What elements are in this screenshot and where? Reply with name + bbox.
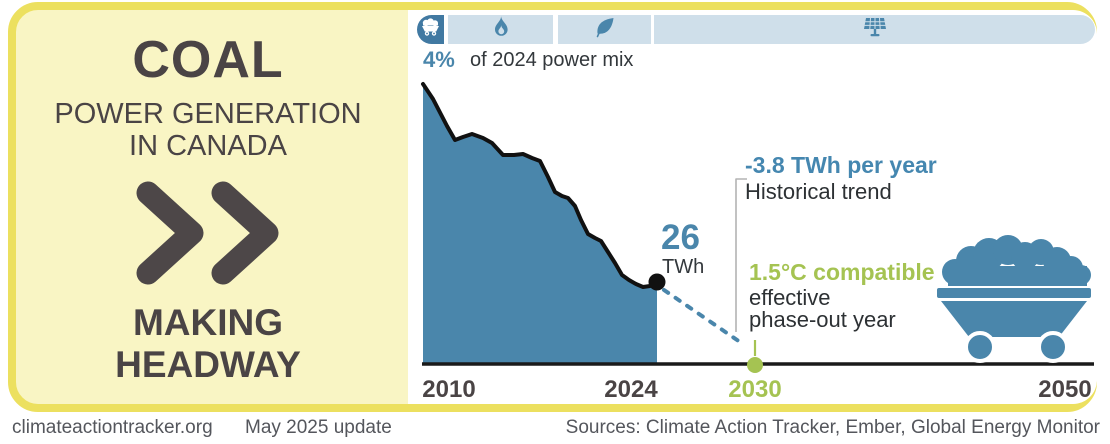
compatible-line-2: phase-out year	[749, 307, 896, 332]
coal-share-value: 4%	[423, 47, 455, 72]
power-mix-segment-coal	[417, 15, 444, 44]
trend-value: -3.8 TWh per year	[745, 152, 937, 178]
coal-share-label: of 2024 power mix	[470, 49, 634, 71]
site-link[interactable]: climateactiontracker.org	[12, 417, 213, 439]
power-mix-bar	[417, 15, 1095, 44]
historical-area	[423, 84, 657, 363]
leaf-icon	[594, 17, 616, 43]
sources-credit: Sources: Climate Action Tracker, Ember, …	[565, 417, 1100, 438]
projection-dashed-line	[662, 288, 742, 344]
left-panel: COAL POWER GENERATION IN CANADA MAKING H…	[12, 0, 404, 404]
current-value-unit: TWh	[662, 256, 705, 278]
coal-cart-illustration	[937, 235, 1091, 363]
compatible-line-1: effective	[749, 285, 831, 310]
subtitle-line-2: IN CANADA	[129, 130, 287, 163]
site-link-text[interactable]: climateactiontracker.org	[12, 417, 213, 438]
solar-panel-icon	[863, 17, 887, 43]
trend-label: Historical trend	[745, 179, 892, 204]
tagline: MAKING HEADWAY	[12, 302, 404, 386]
trend-bracket	[735, 178, 747, 332]
power-mix-segment-renewables	[654, 15, 1095, 44]
x-tick-2024: 2024	[604, 376, 658, 403]
current-value-dot	[648, 273, 666, 291]
power-mix-segment-gas	[448, 15, 553, 44]
flame-icon	[492, 16, 510, 43]
compatible-title: 1.5°C compatible	[749, 259, 935, 285]
coal-generation-chart	[421, 82, 1094, 373]
x-tick-2030: 2030	[728, 376, 782, 403]
power-mix-segment-bioenergy	[558, 15, 651, 44]
x-tick-2010: 2010	[422, 376, 476, 403]
double-chevron-icon	[128, 178, 288, 293]
coal-cart-icon	[420, 17, 441, 42]
update-date: May 2025 update	[245, 417, 392, 438]
phase-out-dot	[747, 357, 763, 373]
x-tick-2050: 2050	[1038, 376, 1092, 403]
tagline-line-2: HEADWAY	[115, 343, 301, 385]
page-title: COAL	[132, 31, 284, 89]
current-value: 26	[661, 218, 700, 257]
tagline-line-1: MAKING	[132, 302, 284, 343]
page-subtitle: POWER GENERATION IN CANADA	[12, 98, 404, 163]
historical-line	[421, 82, 659, 289]
subtitle-line-1: POWER GENERATION	[54, 98, 362, 130]
